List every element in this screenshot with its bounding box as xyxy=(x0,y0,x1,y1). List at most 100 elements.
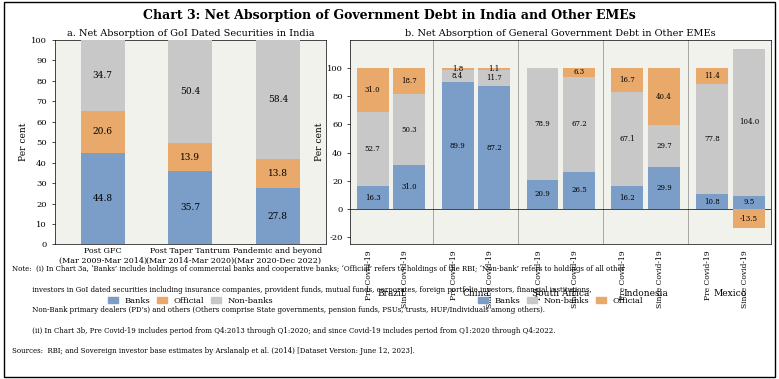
Text: 20.6: 20.6 xyxy=(93,127,113,136)
Text: 104.0: 104.0 xyxy=(738,118,759,126)
Bar xyxy=(612,186,643,209)
Text: -13.5: -13.5 xyxy=(740,215,758,223)
Text: 31.0: 31.0 xyxy=(365,86,380,94)
Text: 1.8: 1.8 xyxy=(452,65,464,73)
Text: Sources:  RBI; and Sovereign investor base estimates by Arslanalp et al. (2014) : Sources: RBI; and Sovereign investor bas… xyxy=(12,347,414,355)
Text: (ii) In Chart 3b, Pre Covid-19 includes period from Q4:2013 through Q1:2020; and: (ii) In Chart 3b, Pre Covid-19 includes … xyxy=(12,327,555,335)
Text: 34.7: 34.7 xyxy=(93,70,113,80)
Bar xyxy=(81,153,125,244)
Text: Note:  (i) In Chart 3a, ‘Banks’ include holdings of commercial banks and coopera: Note: (i) In Chart 3a, ‘Banks’ include h… xyxy=(12,265,625,273)
Bar xyxy=(696,68,728,84)
Title: a. Net Absorption of GoI Dated Securities in India: a. Net Absorption of GoI Dated Securitie… xyxy=(66,29,314,38)
Bar xyxy=(393,165,425,209)
Bar xyxy=(527,68,559,180)
Text: 50.3: 50.3 xyxy=(401,126,417,134)
Bar xyxy=(357,68,389,112)
Bar xyxy=(527,180,559,209)
Text: 16.2: 16.2 xyxy=(619,194,636,202)
Bar xyxy=(696,84,728,194)
Bar xyxy=(393,94,425,165)
Text: 67.2: 67.2 xyxy=(571,121,587,128)
Legend: Banks, Non-banks, Official: Banks, Non-banks, Official xyxy=(474,294,647,309)
Bar xyxy=(648,167,680,209)
Text: 26.5: 26.5 xyxy=(571,186,587,194)
Text: Pre Covid-19: Pre Covid-19 xyxy=(619,251,627,300)
Bar xyxy=(357,186,389,209)
Text: Since Covid-19: Since Covid-19 xyxy=(486,251,494,309)
Text: 16.7: 16.7 xyxy=(619,76,636,84)
Text: Chart 3: Net Absorption of Government Debt in India and Other EMEs: Chart 3: Net Absorption of Government De… xyxy=(143,9,636,22)
Text: investors in GoI dated securities including insurance companies, provident funds: investors in GoI dated securities includ… xyxy=(12,286,591,294)
Text: 89.9: 89.9 xyxy=(449,142,466,150)
Text: 27.8: 27.8 xyxy=(268,211,288,221)
Text: 58.4: 58.4 xyxy=(268,95,288,104)
Bar xyxy=(563,172,595,209)
Text: 10.8: 10.8 xyxy=(704,197,721,205)
Text: Pre Covid-19: Pre Covid-19 xyxy=(534,251,542,300)
Bar xyxy=(442,70,474,82)
Text: 35.7: 35.7 xyxy=(180,204,200,212)
Text: 11.7: 11.7 xyxy=(486,74,502,82)
Bar xyxy=(357,112,389,186)
Bar xyxy=(733,209,765,228)
Legend: Banks, Official, Non-banks: Banks, Official, Non-banks xyxy=(104,294,277,309)
Text: Since Covid-19: Since Covid-19 xyxy=(571,251,579,309)
Bar xyxy=(393,68,425,94)
Bar xyxy=(256,188,300,244)
Text: South Africa: South Africa xyxy=(532,290,590,299)
Bar xyxy=(256,40,300,159)
Bar xyxy=(168,171,212,244)
Text: 31.0: 31.0 xyxy=(401,183,417,191)
Text: 67.1: 67.1 xyxy=(619,135,636,143)
Bar xyxy=(81,39,125,111)
Bar xyxy=(563,68,595,77)
Bar xyxy=(442,68,474,70)
Bar xyxy=(648,125,680,167)
Text: 40.4: 40.4 xyxy=(656,92,671,100)
Bar xyxy=(256,159,300,188)
Text: 1.1: 1.1 xyxy=(488,65,500,73)
Text: Pre Covid-19: Pre Covid-19 xyxy=(704,251,712,300)
Text: Mexico: Mexico xyxy=(714,290,747,299)
Bar xyxy=(442,82,474,209)
Bar xyxy=(733,196,765,209)
Bar xyxy=(478,86,510,209)
Bar xyxy=(168,143,212,171)
Text: Pre Covid-19: Pre Covid-19 xyxy=(449,251,457,300)
Bar xyxy=(478,70,510,86)
Bar xyxy=(478,68,510,70)
Text: 6.3: 6.3 xyxy=(573,69,584,77)
Bar xyxy=(612,92,643,186)
Text: Non-Bank primary dealers (PD’s) and others (Others comprise State governments, p: Non-Bank primary dealers (PD’s) and othe… xyxy=(12,306,545,314)
Text: Indonesia: Indonesia xyxy=(623,290,668,299)
Text: 44.8: 44.8 xyxy=(93,194,113,203)
Text: 13.9: 13.9 xyxy=(180,153,200,162)
Bar xyxy=(696,194,728,209)
Text: 20.9: 20.9 xyxy=(534,190,551,199)
Text: 50.4: 50.4 xyxy=(180,87,200,96)
Text: Pre Covid-19: Pre Covid-19 xyxy=(365,251,372,300)
Text: China: China xyxy=(463,290,489,299)
Text: 16.3: 16.3 xyxy=(365,194,380,202)
Text: 9.5: 9.5 xyxy=(743,199,755,207)
Text: 87.2: 87.2 xyxy=(486,144,502,152)
Bar xyxy=(81,111,125,153)
Text: 77.8: 77.8 xyxy=(704,135,721,143)
Text: Brazil: Brazil xyxy=(378,290,404,299)
Text: 18.7: 18.7 xyxy=(401,77,417,85)
Text: 13.8: 13.8 xyxy=(268,169,288,178)
Text: 78.9: 78.9 xyxy=(534,120,551,128)
Text: Since Covid-19: Since Covid-19 xyxy=(656,251,664,309)
Bar xyxy=(563,77,595,172)
Text: 29.9: 29.9 xyxy=(656,184,671,192)
Text: 52.7: 52.7 xyxy=(365,145,381,153)
Text: Since Covid-19: Since Covid-19 xyxy=(401,251,409,309)
Title: b. Net Absorption of General Government Debt in Other EMEs: b. Net Absorption of General Government … xyxy=(405,29,716,38)
Bar xyxy=(648,68,680,125)
Bar xyxy=(733,49,765,196)
Bar xyxy=(612,68,643,92)
Text: 8.4: 8.4 xyxy=(452,72,464,80)
Bar xyxy=(168,40,212,143)
Y-axis label: Per cent: Per cent xyxy=(19,123,28,161)
Text: 11.4: 11.4 xyxy=(704,72,721,80)
